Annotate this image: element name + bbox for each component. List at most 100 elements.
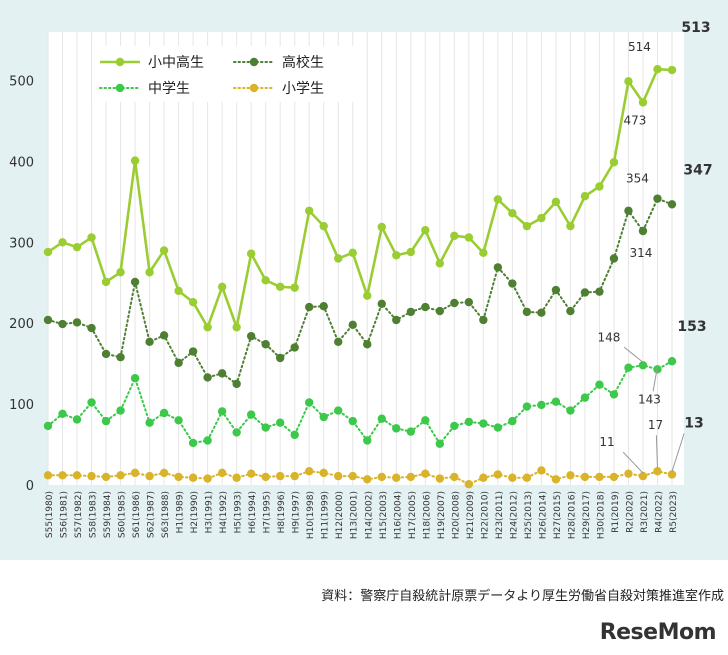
x-tick-label: H5(1993) [234, 491, 244, 533]
data-point [348, 248, 357, 258]
line-chart: 0 100 200 300 400 500 S55(1980) S56(1981) S57(19… [9, 20, 712, 539]
x-tick-label: S63(1988) [161, 491, 171, 538]
legend-box [92, 46, 354, 102]
data-label: 354 [626, 172, 649, 186]
x-tick-label: H8(1996) [277, 491, 287, 533]
y-tick-label: 0 [26, 479, 34, 494]
x-tick-label: R3(2021) [640, 491, 650, 533]
x-tick-label: H25(2013) [524, 491, 534, 539]
data-point [217, 468, 227, 478]
legend-marker [249, 57, 259, 67]
x-tick-label: S55(1980) [45, 491, 55, 538]
label-leader-line [623, 346, 644, 363]
legend-item-4: 小学生 [233, 81, 324, 97]
data-point [363, 475, 372, 484]
data-point [188, 473, 198, 482]
data-point [508, 209, 517, 218]
data-point [305, 398, 314, 407]
legend-label: 中学生 [148, 81, 190, 97]
data-point [275, 471, 285, 481]
data-point [421, 469, 430, 478]
data-point [566, 306, 575, 316]
y-tick-label: 500 [9, 75, 34, 90]
data-point [595, 472, 604, 482]
data-point [87, 471, 96, 481]
data-point [145, 471, 154, 481]
series-2 [43, 194, 677, 389]
data-point [275, 418, 285, 427]
x-tick-label: R2(2020) [625, 491, 635, 533]
data-point [58, 319, 67, 329]
data-point [421, 225, 430, 235]
data-point [159, 408, 169, 418]
data-point [464, 297, 474, 307]
x-tick-label: H16(2004) [393, 491, 403, 539]
data-point [87, 323, 96, 333]
plot-area [48, 32, 684, 485]
data-point [508, 473, 517, 482]
data-point [232, 428, 241, 437]
data-point [319, 221, 328, 231]
x-tick-label: H18(2006) [422, 491, 432, 539]
x-tick-label: H17(2005) [408, 491, 418, 539]
data-point [217, 282, 227, 292]
data-point [464, 417, 474, 427]
data-point [435, 259, 445, 268]
data-point [58, 238, 67, 247]
data-point [275, 282, 285, 292]
data-point [595, 380, 604, 389]
legend-label: 高校生 [282, 54, 324, 71]
legend-marker [115, 57, 125, 67]
data-label: 143 [638, 392, 661, 406]
x-tick-label: H13(2001) [350, 491, 360, 539]
data-point [159, 468, 169, 478]
x-tick-label: S61(1986) [132, 491, 142, 538]
x-tick-label: R5(2023) [669, 491, 679, 533]
data-point [609, 472, 619, 482]
data-point [406, 472, 415, 482]
data-point [188, 297, 198, 307]
data-point [145, 268, 154, 277]
data-point [43, 471, 53, 480]
data-point [537, 213, 546, 223]
data-point [203, 323, 212, 332]
data-point [261, 472, 270, 482]
x-tick-label: S62(1987) [147, 491, 157, 538]
label-leader-line [671, 433, 685, 472]
data-point [595, 182, 604, 191]
data-point [43, 315, 53, 325]
data-point [667, 357, 677, 366]
data-label: 153 [677, 319, 706, 335]
data-point [101, 416, 111, 426]
series-3 [43, 357, 677, 448]
data-point [435, 306, 445, 316]
data-point [101, 472, 111, 482]
data-point [363, 340, 372, 349]
data-point [435, 474, 445, 483]
data-point [479, 473, 488, 482]
data-point [217, 369, 227, 378]
y-tick-label: 300 [9, 236, 34, 251]
data-point [334, 337, 343, 347]
data-point [348, 471, 357, 481]
data-point [174, 416, 183, 425]
data-point [305, 206, 314, 215]
data-label: 347 [683, 162, 712, 178]
data-point [537, 400, 546, 410]
x-tick-label: H9(1997) [292, 491, 302, 533]
source-note: 資料：警察庁自殺統計原票データより厚生労働省自殺対策推進室作成 [321, 589, 724, 604]
data-label: 17 [648, 418, 663, 432]
x-tick-label: H3(1991) [205, 491, 215, 533]
x-tick-label: H23(2011) [495, 491, 505, 539]
data-point [174, 472, 183, 482]
data-point [435, 439, 445, 448]
data-point [101, 277, 111, 287]
data-point [319, 468, 328, 478]
data-point [130, 156, 140, 165]
data-point [537, 466, 546, 475]
data-point [290, 471, 299, 481]
data-point [290, 343, 299, 352]
x-tick-label: H10(1998) [306, 491, 316, 539]
data-point [450, 472, 459, 482]
data-point [145, 337, 154, 347]
